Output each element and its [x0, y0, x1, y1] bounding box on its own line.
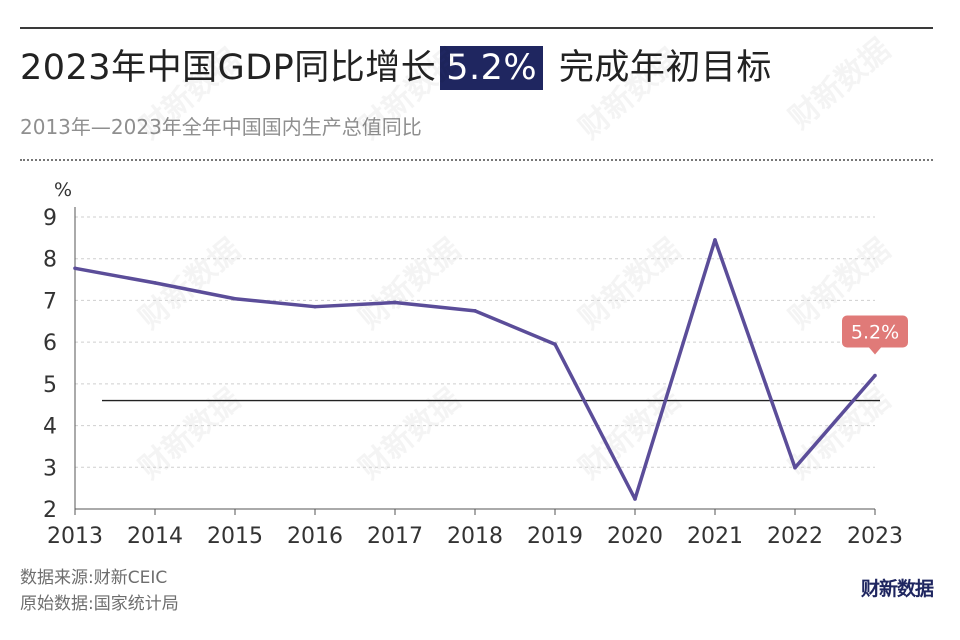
watermark-text: 财新数据: [133, 232, 247, 336]
y-tick-label: 7: [43, 289, 57, 314]
x-tick-label: 2017: [367, 524, 423, 549]
watermark-text: 财新数据: [353, 382, 467, 486]
x-tick-label: 2023: [847, 524, 903, 549]
x-tick-label: 2015: [207, 524, 263, 549]
callout-pointer: [869, 347, 881, 355]
axes: % 2 3 4 5 6 7 8 9 2013 2014 2015 2016 2017 2018 2019 202…: [43, 179, 903, 549]
y-tick-label: 5: [43, 373, 57, 398]
y-tick-label: 8: [43, 248, 57, 273]
footer-original-source: 原始数据:国家统计局: [20, 594, 179, 614]
callout-layer: 5.2%: [842, 315, 908, 355]
data-point: [393, 300, 397, 305]
x-tick-label: 2019: [527, 524, 583, 549]
dotted-divider: [20, 159, 933, 161]
watermark-text: 财新数据: [573, 382, 687, 486]
data-point: [153, 281, 157, 285]
data-point: [873, 373, 877, 378]
y-axis-unit: %: [54, 179, 72, 201]
x-tick-label: 2022: [767, 524, 823, 549]
series-layer: [73, 238, 877, 501]
y-tick-label: 9: [43, 206, 57, 231]
y-tick-label: 3: [43, 456, 57, 481]
footer-source: 数据来源:财新CEIC: [20, 568, 168, 588]
x-tick-label: 2013: [47, 524, 103, 549]
watermark-text: 财新数据: [353, 232, 467, 336]
watermark-text: 财新数据: [573, 42, 687, 146]
x-tick-label: 2018: [447, 524, 503, 549]
data-point: [73, 266, 77, 271]
watermark-text: 财新数据: [573, 232, 687, 336]
value-callout: 5.2%: [842, 315, 908, 355]
y-tick-label: 2: [43, 498, 57, 523]
x-tick-label: 2020: [607, 524, 663, 549]
watermark-text: 财新数据: [783, 32, 897, 136]
grid-lines: [75, 216, 875, 468]
y-tick-label: 4: [43, 415, 57, 440]
x-tick-label: 2021: [687, 524, 743, 549]
y-tick-label: 6: [43, 331, 57, 356]
watermark-text: 财新数据: [133, 42, 247, 146]
watermark-text: 财新数据: [133, 382, 247, 486]
brand-logo: 财新数据: [860, 578, 934, 600]
title-text-end: 完成年初目标: [547, 48, 772, 88]
top-rule: [20, 27, 933, 29]
callout-label: 5.2%: [851, 322, 899, 344]
title-text: 2023年中国GDP同比增长: [20, 48, 437, 88]
chart-title: 2023年中国GDP同比增长 5.2% 完成年初目标: [20, 40, 772, 96]
chart-subtitle: 2013年—2023年全年中国国内生产总值同比: [20, 115, 422, 139]
data-point: [633, 497, 637, 501]
title-highlight: 5.2%: [440, 46, 544, 90]
x-tick-label: 2014: [127, 524, 183, 549]
data-point: [313, 304, 317, 309]
data-point: [553, 342, 557, 347]
data-point: [793, 465, 797, 470]
watermark-text: 财新数据: [353, 42, 467, 146]
data-point: [713, 238, 717, 242]
callout-box: [842, 315, 908, 348]
data-point: [233, 296, 237, 301]
x-tick-label: 2016: [287, 524, 343, 549]
data-point: [473, 309, 477, 313]
watermark-text: 财新数据: [783, 382, 897, 486]
